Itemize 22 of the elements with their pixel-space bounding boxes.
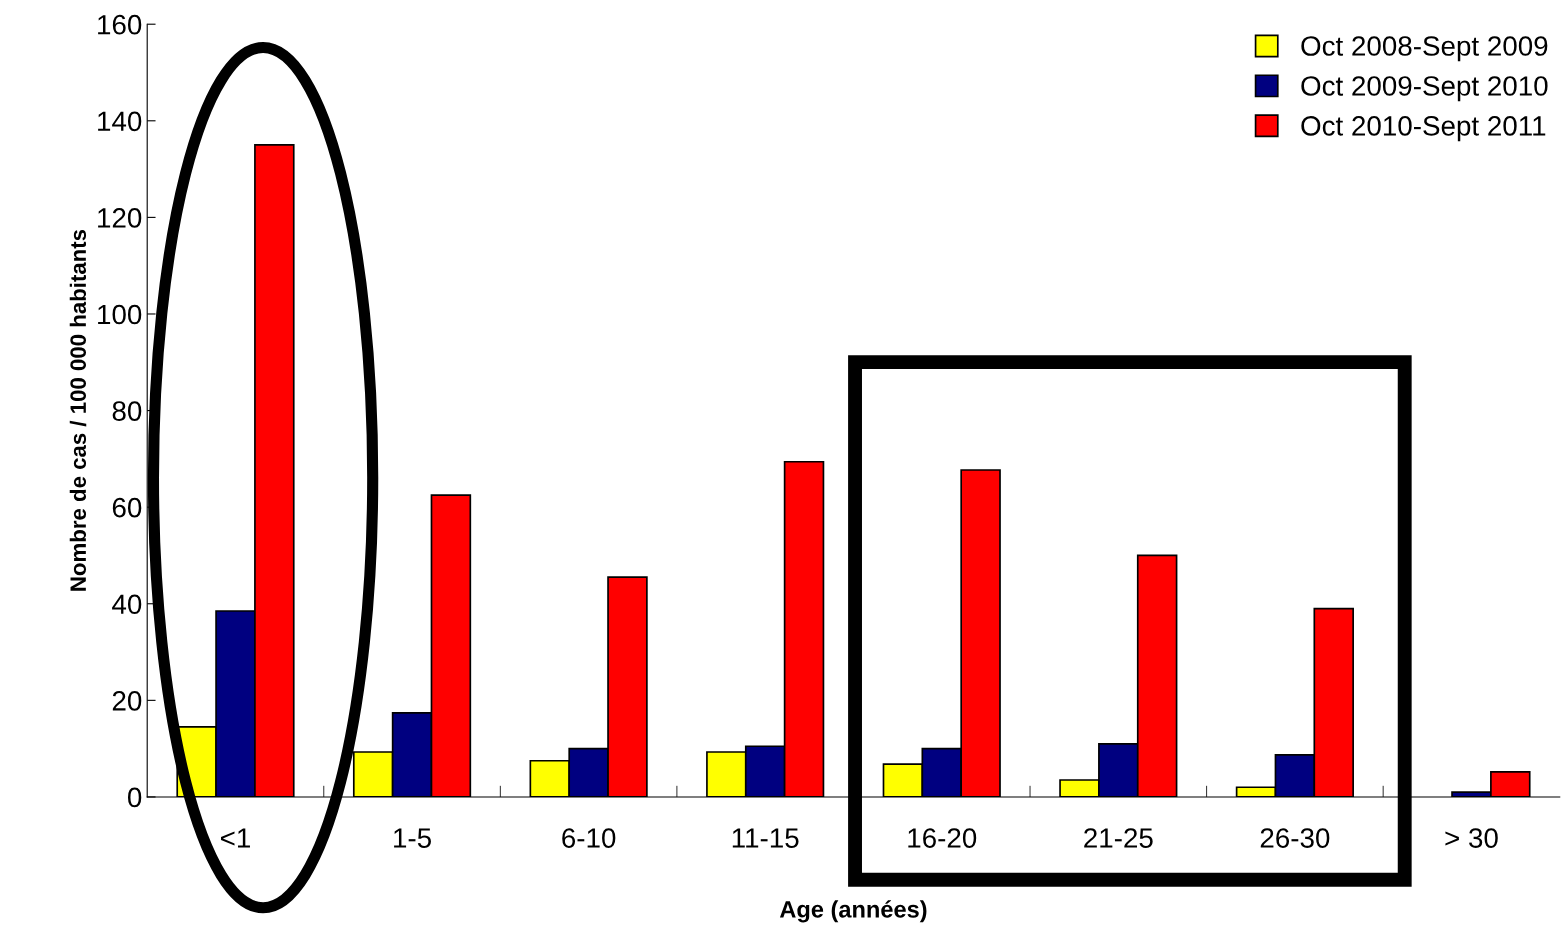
legend-label: Oct 2010-Sept 2011 xyxy=(1301,116,1546,142)
x-axis-title: Age (années) xyxy=(779,900,927,923)
y-axis-title: Nombre de cas / 100 000 habitants xyxy=(69,229,87,591)
x-tick-label: 26-30 xyxy=(1260,828,1330,848)
y-tick-label: 0 xyxy=(127,787,142,808)
y-tick-label: 120 xyxy=(98,208,142,228)
x-tick-label: > 30 xyxy=(1445,828,1498,848)
legend-label: Oct 2009-Sept 2010 xyxy=(1301,76,1548,102)
x-tick-label: 1-5 xyxy=(394,828,431,848)
y-tick-label: 140 xyxy=(98,111,142,132)
y-tick-label: 20 xyxy=(112,691,142,711)
x-tick-label: 6-10 xyxy=(562,828,616,848)
y-tick-label: 60 xyxy=(112,497,142,518)
x-tick-label: <1 xyxy=(221,828,250,848)
x-tick-label: 21-25 xyxy=(1084,828,1153,848)
x-tick-label: 16-20 xyxy=(908,828,977,848)
y-tick-label: 100 xyxy=(98,304,142,325)
y-tick-label: 40 xyxy=(112,594,142,615)
y-tick-label: 80 xyxy=(112,401,142,421)
x-tick-label: 11-15 xyxy=(732,828,799,848)
legend-label: Oct 2008-Sept 2009 xyxy=(1301,36,1548,62)
y-tick-label: 160 xyxy=(98,14,142,35)
